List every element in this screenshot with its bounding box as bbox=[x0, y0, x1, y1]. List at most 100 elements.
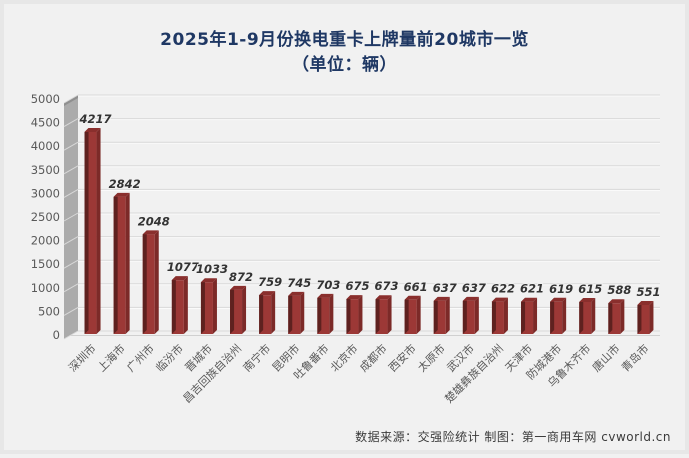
bar-value-label: 621 bbox=[520, 282, 544, 296]
wall-hatch bbox=[63, 330, 79, 340]
x-axis-category-label: 太原市 bbox=[415, 341, 448, 374]
bar-side-right bbox=[300, 291, 305, 334]
bar-value-label: 759 bbox=[258, 275, 282, 289]
y-axis-tick-label: 1000 bbox=[31, 281, 60, 295]
axis-wall-top-edge bbox=[64, 95, 78, 106]
bar-top bbox=[113, 192, 130, 197]
y-axis-tick-label: 3500 bbox=[31, 163, 60, 177]
bar-side-right bbox=[416, 295, 421, 334]
bar-value-label: 637 bbox=[433, 281, 457, 295]
bar-value-label: 551 bbox=[636, 285, 660, 299]
bar-top bbox=[259, 291, 276, 296]
bar-top bbox=[171, 276, 188, 281]
chart-title-block: 2025年1-9月份换电重卡上牌量前20城市一览 （单位：辆） bbox=[4, 28, 685, 78]
bar-side-left bbox=[404, 295, 409, 334]
x-axis-category-label: 西安市 bbox=[386, 341, 419, 374]
bar-value-label: 615 bbox=[578, 282, 602, 296]
wall-hatch bbox=[63, 283, 79, 293]
y-axis-tick-label: 4000 bbox=[31, 139, 60, 153]
bar-top bbox=[433, 296, 450, 301]
bar-side-right bbox=[242, 285, 247, 334]
bar-side-left bbox=[84, 127, 89, 334]
bar-side-right bbox=[329, 293, 334, 334]
bar-side-right bbox=[649, 300, 654, 334]
bar-side-left bbox=[288, 291, 293, 334]
wall-hatch bbox=[63, 259, 79, 269]
bar-top bbox=[142, 230, 159, 235]
bar-top bbox=[200, 278, 217, 283]
wall-hatch bbox=[63, 306, 79, 316]
wall-hatch bbox=[63, 188, 79, 198]
bar-top bbox=[579, 297, 596, 302]
x-axis-category-label: 上海市 bbox=[95, 341, 128, 374]
bar-value-label: 2048 bbox=[138, 214, 170, 228]
x-axis-category-label: 青岛市 bbox=[618, 341, 651, 374]
bar-value-label: 4217 bbox=[79, 112, 112, 126]
bar-side-left bbox=[230, 285, 235, 334]
bar-top bbox=[637, 300, 654, 305]
wall-hatch bbox=[63, 118, 79, 128]
bar-side-left bbox=[637, 300, 642, 334]
bar-side-right bbox=[358, 295, 363, 334]
wall-hatch bbox=[63, 94, 79, 104]
bar-top bbox=[375, 295, 392, 300]
bar-value-label: 872 bbox=[229, 270, 253, 284]
bar-side-left bbox=[113, 192, 118, 334]
wall-hatch bbox=[63, 236, 79, 246]
bar-side-right bbox=[533, 297, 538, 334]
bar-side-right bbox=[474, 296, 479, 334]
bar-side-right bbox=[212, 278, 217, 334]
bar-value-label: 1077 bbox=[167, 260, 199, 274]
bar-value-label: 673 bbox=[375, 279, 399, 293]
bar-top bbox=[346, 295, 363, 300]
bar-side-right bbox=[183, 276, 188, 334]
bar-side-left bbox=[200, 278, 205, 334]
bar-side-right bbox=[445, 296, 450, 334]
bar-value-label: 661 bbox=[404, 280, 428, 294]
bar-value-label: 1033 bbox=[196, 262, 228, 276]
x-axis-category-label: 成都市 bbox=[356, 341, 389, 374]
wall-hatch bbox=[63, 212, 79, 222]
y-axis-tick-label: 1500 bbox=[31, 257, 60, 271]
bar-top bbox=[84, 127, 101, 132]
y-axis-tick-label: 5000 bbox=[31, 92, 60, 106]
bar-side-right bbox=[503, 297, 508, 334]
bar-top bbox=[317, 293, 334, 298]
x-axis-category-label: 北京市 bbox=[327, 341, 360, 374]
bar-top bbox=[288, 291, 305, 296]
x-axis-category-label: 广州市 bbox=[124, 341, 157, 374]
bar-side-left bbox=[521, 297, 526, 334]
wall-hatch bbox=[63, 165, 79, 175]
bar-top bbox=[608, 299, 625, 304]
y-axis-tick-label: 2500 bbox=[31, 210, 60, 224]
bar-side-left bbox=[579, 297, 584, 334]
bar-side-left bbox=[346, 295, 351, 334]
bar-side-left bbox=[608, 299, 613, 334]
bar-side-right bbox=[125, 192, 130, 334]
bar-side-right bbox=[591, 297, 596, 334]
bar-side-right bbox=[96, 127, 101, 334]
chart-source-credit: 数据来源：交强险统计 制图：第一商用车网 cvworld.cn bbox=[355, 430, 671, 444]
bar-side-left bbox=[550, 297, 555, 334]
bar-top bbox=[491, 297, 508, 302]
bar-side-right bbox=[271, 291, 276, 334]
x-axis-category-label: 唐山市 bbox=[589, 341, 622, 374]
x-axis-category-label: 南宁市 bbox=[240, 341, 273, 374]
bar-side-left bbox=[317, 293, 322, 334]
bar-side-left bbox=[462, 296, 467, 334]
bar-side-left bbox=[375, 295, 380, 334]
bar-value-label: 2842 bbox=[109, 177, 141, 191]
y-axis-tick-label: 3000 bbox=[31, 186, 60, 200]
bar-side-left bbox=[259, 291, 264, 334]
chart-title: 2025年1-9月份换电重卡上牌量前20城市一览 bbox=[160, 30, 529, 50]
y-axis-tick-label: 4500 bbox=[31, 116, 60, 130]
bar-value-label: 703 bbox=[316, 278, 340, 292]
bar-side-left bbox=[171, 276, 176, 334]
bar-value-label: 622 bbox=[491, 282, 515, 296]
bar-side-left bbox=[491, 297, 496, 334]
wall-hatch bbox=[63, 141, 79, 151]
bar-value-label: 619 bbox=[549, 282, 573, 296]
bar-side-left bbox=[433, 296, 438, 334]
chart-canvas: 0 500 1000 1500 2000 2500 3000 3500 4000 4500 5000… bbox=[31, 92, 662, 406]
